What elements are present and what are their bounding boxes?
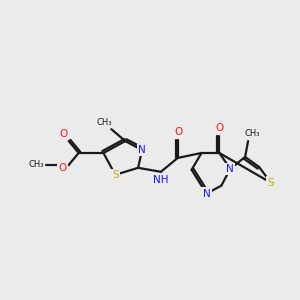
Text: O: O <box>60 129 68 139</box>
Text: NH: NH <box>153 175 169 185</box>
Text: O: O <box>59 163 67 173</box>
Text: O: O <box>175 127 183 137</box>
Text: N: N <box>138 145 146 155</box>
Text: N: N <box>226 164 234 174</box>
Text: N: N <box>202 189 210 199</box>
Text: S: S <box>268 178 274 188</box>
Text: O: O <box>215 123 224 133</box>
Text: CH₃: CH₃ <box>244 129 260 138</box>
Text: CH₃: CH₃ <box>97 118 112 127</box>
Text: CH₃: CH₃ <box>28 160 44 169</box>
Text: S: S <box>112 170 119 180</box>
